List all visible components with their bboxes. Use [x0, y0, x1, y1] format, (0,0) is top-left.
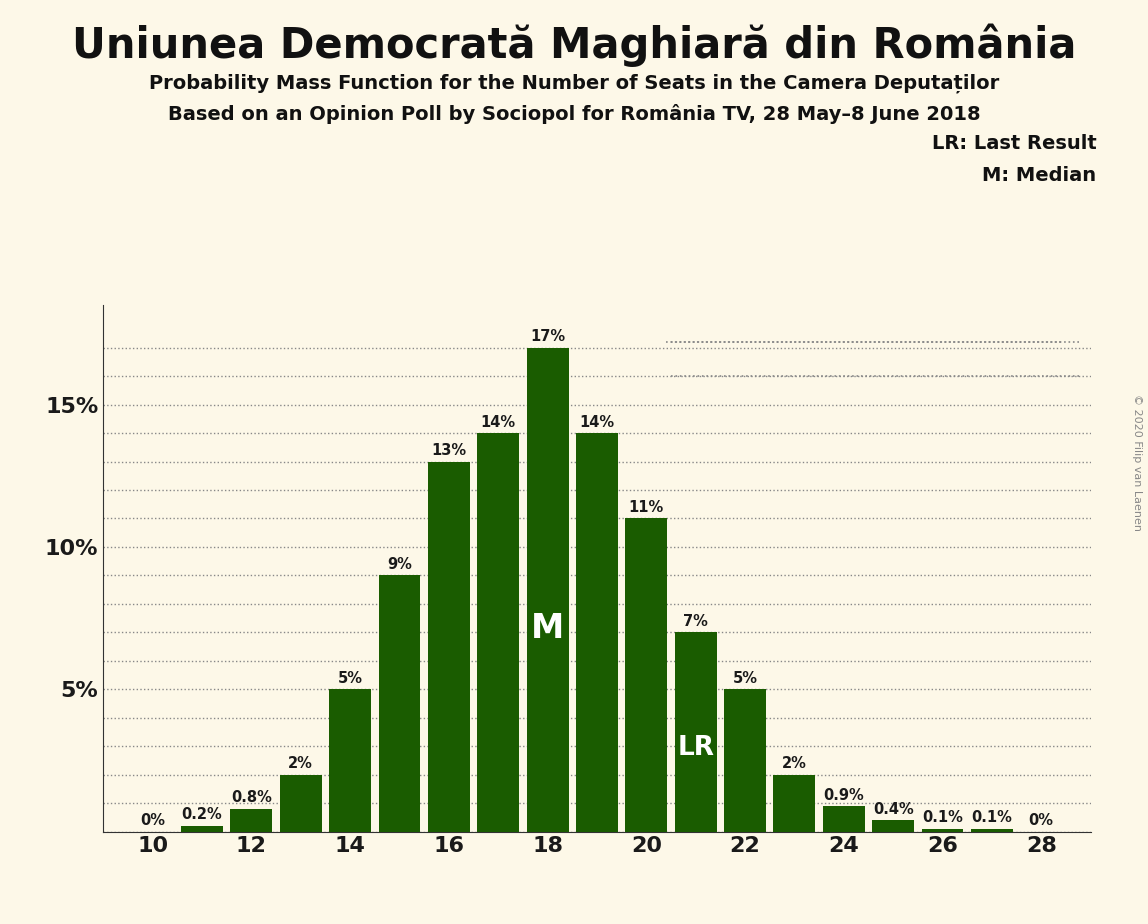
Bar: [675, 632, 716, 832]
Text: M: Median: M: Median: [983, 166, 1096, 185]
Bar: [329, 689, 371, 832]
Text: 0%: 0%: [140, 813, 165, 828]
Text: 9%: 9%: [387, 557, 412, 572]
Text: 0.4%: 0.4%: [872, 802, 914, 817]
Text: 2%: 2%: [288, 756, 313, 772]
Text: 14%: 14%: [481, 415, 515, 430]
Bar: [823, 806, 864, 832]
Text: 0.1%: 0.1%: [971, 810, 1013, 825]
Bar: [379, 576, 420, 832]
Bar: [280, 774, 321, 832]
Text: Uniunea Democrată Maghiară din România: Uniunea Democrată Maghiară din România: [72, 23, 1076, 67]
Text: 13%: 13%: [432, 444, 466, 458]
Text: 0.1%: 0.1%: [922, 810, 963, 825]
Text: 0.8%: 0.8%: [231, 790, 272, 806]
Text: 0%: 0%: [1029, 813, 1054, 828]
Text: 5%: 5%: [338, 671, 363, 686]
Text: LR: LR: [677, 735, 714, 760]
Bar: [576, 433, 618, 832]
Text: LR: Last Result: LR: Last Result: [931, 134, 1096, 152]
Text: M: M: [532, 612, 564, 645]
Text: 5%: 5%: [732, 671, 758, 686]
Text: 14%: 14%: [580, 415, 614, 430]
Text: 17%: 17%: [530, 329, 565, 345]
Text: Based on an Opinion Poll by Sociopol for România TV, 28 May–8 June 2018: Based on an Opinion Poll by Sociopol for…: [168, 104, 980, 125]
Text: 7%: 7%: [683, 614, 708, 629]
Bar: [527, 347, 568, 832]
Bar: [626, 518, 667, 832]
Text: 0.9%: 0.9%: [823, 787, 864, 803]
Text: 11%: 11%: [629, 500, 664, 515]
Bar: [971, 829, 1013, 832]
Text: Probability Mass Function for the Number of Seats in the Camera Deputaților: Probability Mass Function for the Number…: [149, 74, 999, 93]
Bar: [428, 461, 470, 832]
Bar: [181, 826, 223, 832]
Bar: [478, 433, 519, 832]
Text: 2%: 2%: [782, 756, 807, 772]
Text: © 2020 Filip van Laenen: © 2020 Filip van Laenen: [1132, 394, 1142, 530]
Bar: [774, 774, 815, 832]
Bar: [922, 829, 963, 832]
Bar: [724, 689, 766, 832]
Text: 0.2%: 0.2%: [181, 808, 223, 822]
Bar: [872, 821, 914, 832]
Bar: [231, 808, 272, 832]
